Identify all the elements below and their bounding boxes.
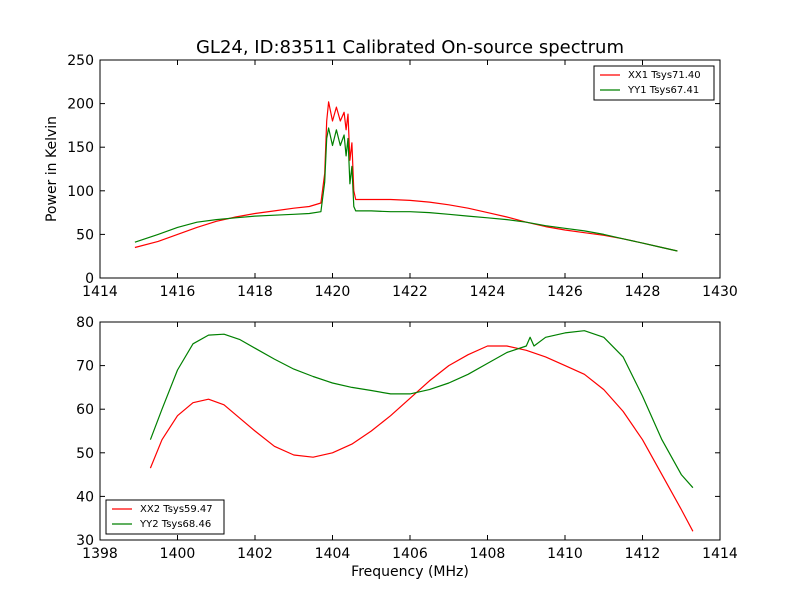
plot-top-legend-box <box>593 65 715 101</box>
series-line-xx2 <box>149 345 694 532</box>
legend-label-xx1: XX1 Tsys71.40 <box>628 70 701 81</box>
legend-label-yy2: YY2 Tsys68.46 <box>139 519 211 530</box>
plot-bottom-x-tick-label: 1406 <box>392 546 428 562</box>
plot-top-x-tick-label: 1416 <box>160 284 196 300</box>
legend-label-yy1: YY1 Tsys67.41 <box>627 85 699 96</box>
plot-bottom-x-tick-label: 1408 <box>470 546 506 562</box>
plot-bottom-y-tick-label: 50 <box>76 446 94 462</box>
plot-top-x-tick-label: 1414 <box>82 284 118 300</box>
plot-bottom-ticks: 1398 1400 1402 1404 1406 1408 1410 1412 1414 30 40… <box>76 315 738 562</box>
plot-bottom: 1398 1400 1402 1404 1406 1408 1410 1412 1414 30 40… <box>76 315 738 580</box>
plot-top-x-tick-label: 1426 <box>547 284 583 300</box>
series-line-yy2 <box>149 330 694 489</box>
plot-top-x-tick-label: 1428 <box>625 284 661 300</box>
chart-title: GL24, ID:83511 Calibrated On-source spec… <box>196 37 624 58</box>
plot-top-legend: XX1 Tsys71.40 YY1 Tsys67.41 <box>593 65 715 101</box>
plot-bottom-x-axis-label: Frequency (MHz) <box>351 564 469 580</box>
plot-bottom-x-tick-label: 1412 <box>625 546 661 562</box>
plot-bottom-y-tick-label: 70 <box>76 359 94 375</box>
plot-bottom-legend-box <box>105 499 225 535</box>
series-line-yy1 <box>134 127 678 252</box>
plot-bottom-x-tick-label: 1414 <box>702 546 738 562</box>
plot-bottom-x-tick-label: 1410 <box>547 546 583 562</box>
plot-top-y-tick-label: 200 <box>67 97 94 113</box>
plot-top: 1414 1416 1418 1420 1422 1424 1426 1428 1430 0 50 1… <box>44 53 738 300</box>
series-line-xx1 <box>134 101 678 252</box>
plot-top-x-tick-label: 1424 <box>470 284 506 300</box>
plot-bottom-y-tick-label: 30 <box>76 533 94 549</box>
plot-bottom-x-tick-label: 1402 <box>237 546 273 562</box>
plot-bottom-x-tick-label: 1400 <box>160 546 196 562</box>
plot-top-y-tick-label: 50 <box>76 227 94 243</box>
legend-label-xx2: XX2 Tsys59.47 <box>140 504 213 515</box>
plot-top-x-tick-label: 1418 <box>237 284 273 300</box>
plot-bottom-y-tick-label: 40 <box>76 489 94 505</box>
plot-top-y-tick-label: 100 <box>67 184 94 200</box>
plot-top-x-tick-label: 1430 <box>702 284 738 300</box>
plot-top-y-tick-label: 150 <box>67 140 94 156</box>
plot-bottom-x-tick-label: 1404 <box>315 546 351 562</box>
plot-top-x-tick-label: 1420 <box>315 284 351 300</box>
plot-top-x-tick-label: 1422 <box>392 284 428 300</box>
plot-top-ticks: 1414 1416 1418 1420 1422 1424 1426 1428 1430 0 50 1… <box>67 53 738 300</box>
plot-bottom-y-tick-label: 80 <box>76 315 94 331</box>
plot-bottom-legend: XX2 Tsys59.47 YY2 Tsys68.46 <box>105 499 225 535</box>
plot-top-lines <box>134 101 678 252</box>
plot-top-y-tick-label: 0 <box>85 271 94 287</box>
plot-bottom-lines <box>149 330 694 532</box>
plot-top-y-tick-label: 250 <box>67 53 94 69</box>
plot-top-y-axis-label: Power in Kelvin <box>44 116 60 222</box>
plot-bottom-y-tick-label: 60 <box>76 402 94 418</box>
plot-bottom-x-tick-label: 1398 <box>82 546 118 562</box>
